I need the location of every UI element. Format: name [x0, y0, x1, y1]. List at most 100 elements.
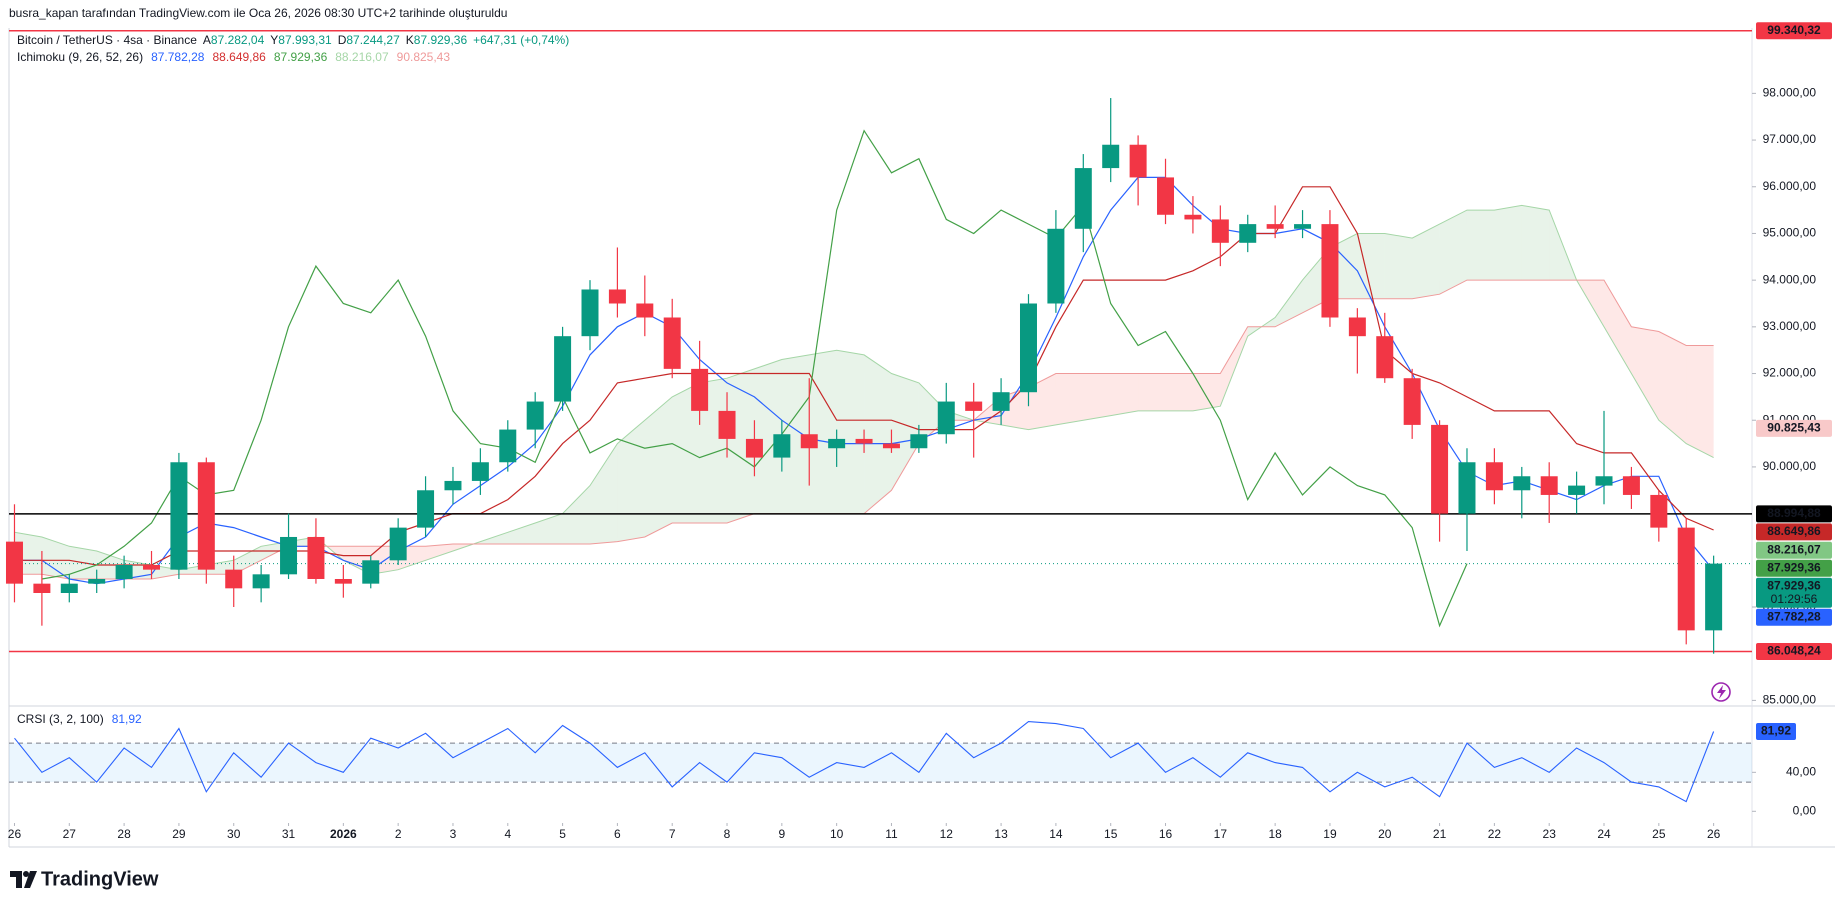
- candle-body: [1157, 177, 1175, 215]
- candle-body: [1622, 476, 1640, 495]
- cloud-fill: [1357, 233, 1385, 299]
- x-tick-label: 6: [614, 827, 621, 841]
- price-label: 86.048,24: [1767, 644, 1821, 658]
- cloud-fill: [590, 443, 618, 544]
- candle-body: [636, 303, 654, 318]
- candle-body: [170, 462, 188, 570]
- legend-indicator: Ichimoku (9, 26, 52, 26) 87.782,28 88.649,…: [17, 50, 450, 64]
- cloud-fill: [1439, 210, 1467, 295]
- candle-body: [389, 527, 407, 561]
- cloud-fill: [1138, 373, 1166, 411]
- symbol: Bitcoin / TetherUS · 4sa · Binance: [17, 33, 197, 47]
- alert-bolt[interactable]: [1717, 685, 1726, 699]
- brand-name: TradingView: [41, 868, 159, 890]
- cloud-fill: [562, 485, 590, 544]
- alert-icon[interactable]: [1711, 682, 1731, 702]
- price-label: 87.929,36: [1767, 578, 1821, 592]
- price-label-box: [1756, 419, 1832, 437]
- candle-body: [965, 401, 983, 411]
- cloud-fill: [617, 420, 645, 542]
- indicator-value: 87.782,28: [151, 50, 205, 64]
- indicator-value: 88.649,86: [212, 50, 266, 64]
- candle-body: [1074, 168, 1092, 229]
- alert-circle[interactable]: [1711, 682, 1731, 702]
- candle-body: [1184, 214, 1202, 220]
- cloud-fill: [1466, 210, 1495, 281]
- candle-body: [307, 536, 325, 579]
- x-tick-label: 12: [940, 827, 954, 841]
- candle-body: [1485, 462, 1503, 491]
- y-tick-label: 92.000,00: [1763, 366, 1817, 380]
- price-label: 88.649,86: [1767, 524, 1821, 538]
- x-tick-label: 21: [1433, 827, 1447, 841]
- x-tick-label: 4: [504, 827, 511, 841]
- x-tick-label: 11: [885, 827, 898, 841]
- oscillator-value: 81,92: [112, 712, 142, 726]
- y-tick-label: 94.000,00: [1763, 272, 1817, 286]
- cloud-fill: [535, 513, 563, 544]
- cloud-fill: [864, 354, 892, 514]
- candle-body: [88, 578, 106, 584]
- ohlc-key: K: [406, 33, 414, 47]
- candle-body: [1705, 563, 1723, 631]
- y-tick-label: 97.000,00: [1763, 132, 1817, 146]
- x-tick-label: 17: [1214, 827, 1228, 841]
- x-tick-label: 23: [1543, 827, 1557, 841]
- candle-body: [828, 438, 846, 449]
- candle-body: [252, 574, 270, 589]
- y-tick-label: 40,00: [1786, 764, 1816, 778]
- cloud-fill: [672, 382, 700, 523]
- indicator-name: Ichimoku (9, 26, 52, 26): [17, 50, 143, 64]
- cloud-fill: [1110, 373, 1139, 416]
- cloud-fill: [836, 350, 865, 514]
- y-tick-label: 95.000,00: [1763, 226, 1817, 240]
- x-tick-label: 20: [1378, 827, 1392, 841]
- candle-body: [526, 401, 544, 430]
- x-tick-label: 22: [1488, 827, 1502, 841]
- brand-logo: [10, 871, 22, 888]
- price-label-box: [1756, 642, 1832, 660]
- price-label-box: [1756, 505, 1832, 523]
- cloud-fill: [644, 396, 673, 537]
- candle-body: [718, 410, 736, 439]
- candle-body: [143, 564, 161, 570]
- candle-body: [1266, 224, 1284, 229]
- candle-body: [1431, 424, 1449, 514]
- candle-body: [608, 289, 626, 304]
- candle-body: [115, 564, 133, 579]
- candle-body: [937, 401, 955, 435]
- x-tick-label: 30: [227, 827, 241, 841]
- oscillator-label: 81,92: [1761, 724, 1791, 738]
- candle-body: [1129, 144, 1147, 178]
- price-label: 87.782,28: [1767, 609, 1821, 623]
- y-tick-label: 98.000,00: [1763, 86, 1817, 100]
- candle-body: [800, 434, 818, 449]
- oscillator-name: CRSI (3, 2, 100): [17, 712, 104, 726]
- cloud-fill: [1658, 331, 1687, 444]
- cloud-fill: [754, 359, 782, 514]
- candle-body: [417, 490, 435, 528]
- cloud-fill: [1275, 280, 1303, 327]
- plot-layer: [5, 30, 1752, 654]
- x-tick-label: 28: [117, 827, 131, 841]
- cloud-fill: [425, 543, 453, 561]
- y-tick-label: 90.000,00: [1763, 459, 1817, 473]
- cloud-fill: [1384, 233, 1413, 299]
- candle-body: [471, 462, 489, 481]
- legend-oscillator: CRSI (3, 2, 100) 81,92: [17, 712, 142, 726]
- candle-body: [1513, 476, 1531, 491]
- candle-body: [1239, 224, 1257, 243]
- cloud-fill: [1631, 326, 1659, 421]
- candle-body: [855, 438, 873, 444]
- x-tick-label: 26: [1707, 827, 1721, 841]
- credit: busra_kapan tarafından TradingView.com i…: [9, 6, 507, 20]
- candle-body: [554, 336, 572, 402]
- price-label-box: [1756, 523, 1832, 541]
- candle-body: [1321, 224, 1339, 318]
- x-tick-label: 2: [395, 827, 402, 841]
- candle-body: [581, 289, 599, 337]
- candle-body: [663, 317, 681, 369]
- cloud-fill: [809, 350, 837, 514]
- candle-body: [5, 541, 23, 584]
